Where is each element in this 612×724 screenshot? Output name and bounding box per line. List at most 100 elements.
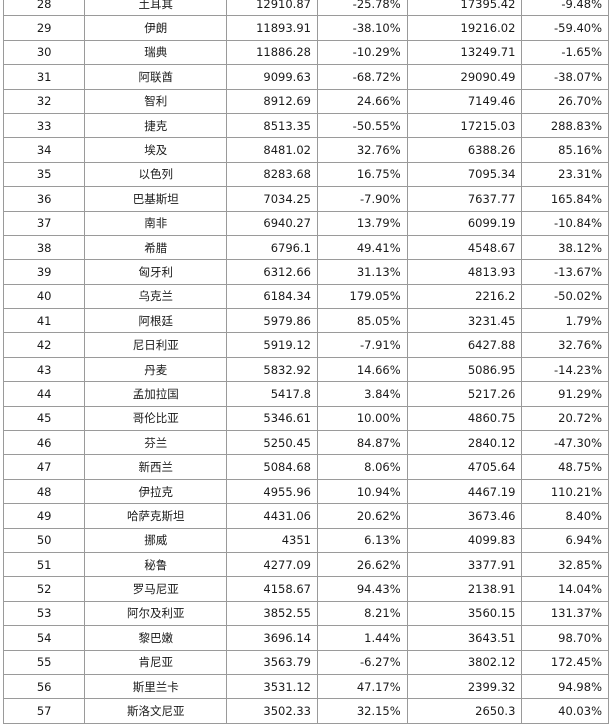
rank-cell: 54	[2, 625, 86, 651]
change-a-cell: -6.27%	[316, 649, 408, 675]
table-row: 57 斯洛文尼亚 3502.33 32.15% 2650.3 40.03%	[2, 698, 609, 724]
table-row: 49 哈萨克斯坦 4431.06 20.62% 3673.46 8.40%	[2, 503, 609, 529]
country-cell: 丹麦	[84, 356, 228, 383]
value-a-cell: 6184.34	[226, 283, 318, 310]
change-a-cell: -7.91%	[316, 332, 408, 358]
rank-cell: 46	[2, 430, 86, 456]
country-cell: 埃及	[84, 137, 228, 163]
change-a-cell: -7.90%	[316, 186, 408, 212]
value-b-cell: 3643.51	[406, 625, 523, 651]
table-row: 42 尼日利亚 5919.12 -7.91% 6427.88 32.76%	[2, 332, 609, 358]
country-cell: 乌克兰	[84, 283, 228, 310]
change-b-cell: 94.98%	[521, 673, 609, 700]
rank-cell: 41	[2, 308, 86, 334]
country-cell: 新西兰	[84, 454, 228, 480]
change-a-cell: 20.62%	[316, 503, 408, 529]
value-a-cell: 3696.14	[226, 625, 318, 651]
change-a-cell: -10.29%	[316, 39, 408, 66]
value-b-cell: 5217.26	[406, 381, 523, 407]
rank-cell: 38	[2, 234, 86, 261]
value-a-cell: 3852.55	[226, 600, 318, 627]
value-a-cell: 3502.33	[226, 698, 318, 724]
change-b-cell: 14.04%	[521, 576, 609, 602]
rank-cell: 43	[2, 356, 86, 383]
change-b-cell: 38.12%	[521, 234, 609, 261]
rank-cell: 39	[2, 259, 86, 285]
change-a-cell: -68.72%	[316, 64, 408, 90]
value-a-cell: 4158.67	[226, 576, 318, 602]
value-a-cell: 3563.79	[226, 649, 318, 675]
country-cell: 尼日利亚	[84, 332, 228, 358]
value-b-cell: 6427.88	[406, 332, 523, 358]
change-b-cell: 172.45%	[521, 649, 609, 675]
rank-cell: 32	[2, 88, 86, 114]
country-cell: 捷克	[84, 112, 228, 139]
country-cell: 斯洛文尼亚	[84, 698, 228, 724]
value-a-cell: 5417.8	[226, 381, 318, 407]
value-b-cell: 4467.19	[406, 478, 523, 505]
value-b-cell: 13249.71	[406, 39, 523, 66]
rank-cell: 36	[2, 186, 86, 212]
country-cell: 哥伦比亚	[84, 405, 228, 432]
rank-cell: 40	[2, 283, 86, 310]
value-b-cell: 7637.77	[406, 186, 523, 212]
rank-cell: 55	[2, 649, 86, 675]
rank-cell: 31	[2, 64, 86, 90]
change-a-cell: 26.62%	[316, 551, 408, 578]
value-a-cell: 9099.63	[226, 64, 318, 90]
change-b-cell: -14.23%	[521, 356, 609, 383]
change-a-cell: 47.17%	[316, 673, 408, 700]
rank-cell: 57	[2, 698, 86, 724]
change-b-cell: 32.76%	[521, 332, 609, 358]
table-row: 40 乌克兰 6184.34 179.05% 2216.2 -50.02%	[2, 283, 609, 310]
table-row: 54 黎巴嫩 3696.14 1.44% 3643.51 98.70%	[2, 625, 609, 651]
change-a-cell: -38.10%	[316, 15, 408, 41]
table-row: 52 罗马尼亚 4158.67 94.43% 2138.91 14.04%	[2, 576, 609, 602]
value-b-cell: 29090.49	[406, 64, 523, 90]
value-a-cell: 4277.09	[226, 551, 318, 578]
country-cell: 阿尔及利亚	[84, 600, 228, 627]
value-b-cell: 2840.12	[406, 430, 523, 456]
change-b-cell: 32.85%	[521, 551, 609, 578]
country-cell: 罗马尼亚	[84, 576, 228, 602]
change-a-cell: 14.66%	[316, 356, 408, 383]
change-a-cell: 179.05%	[316, 283, 408, 310]
rank-cell: 29	[2, 15, 86, 41]
value-a-cell: 5084.68	[226, 454, 318, 480]
rank-cell: 53	[2, 600, 86, 627]
table-row: 51 秘鲁 4277.09 26.62% 3377.91 32.85%	[2, 551, 609, 578]
change-b-cell: 165.84%	[521, 186, 609, 212]
rank-cell: 56	[2, 673, 86, 700]
country-cell: 伊朗	[84, 15, 228, 41]
rank-cell: 45	[2, 405, 86, 432]
table-row: 46 芬兰 5250.45 84.87% 2840.12 -47.30%	[2, 430, 609, 456]
change-b-cell: -59.40%	[521, 15, 609, 41]
value-b-cell: 3231.45	[406, 308, 523, 334]
change-a-cell: 84.87%	[316, 430, 408, 456]
country-cell: 南非	[84, 210, 228, 236]
value-b-cell: 6099.19	[406, 210, 523, 236]
table-row: 38 希腊 6796.1 49.41% 4548.67 38.12%	[2, 234, 609, 261]
value-b-cell: 7149.46	[406, 88, 523, 114]
change-b-cell: 48.75%	[521, 454, 609, 480]
table-row: 36 巴基斯坦 7034.25 -7.90% 7637.77 165.84%	[2, 186, 609, 212]
rank-cell: 37	[2, 210, 86, 236]
country-cell: 秘鲁	[84, 551, 228, 578]
value-a-cell: 5919.12	[226, 332, 318, 358]
table-row: 29 伊朗 11893.91 -38.10% 19216.02 -59.40%	[2, 15, 609, 41]
change-a-cell: 8.06%	[316, 454, 408, 480]
change-b-cell: -10.84%	[521, 210, 609, 236]
value-b-cell: 4813.93	[406, 259, 523, 285]
change-a-cell: 31.13%	[316, 259, 408, 285]
table-row: 44 孟加拉国 5417.8 3.84% 5217.26 91.29%	[2, 381, 609, 407]
value-a-cell: 5832.92	[226, 356, 318, 383]
change-b-cell: -47.30%	[521, 430, 609, 456]
value-b-cell: 6388.26	[406, 137, 523, 163]
value-a-cell: 8481.02	[226, 137, 318, 163]
value-a-cell: 4431.06	[226, 503, 318, 529]
table-row: 50 挪威 4351 6.13% 4099.83 6.94%	[2, 527, 609, 553]
country-cell: 伊拉克	[84, 478, 228, 505]
